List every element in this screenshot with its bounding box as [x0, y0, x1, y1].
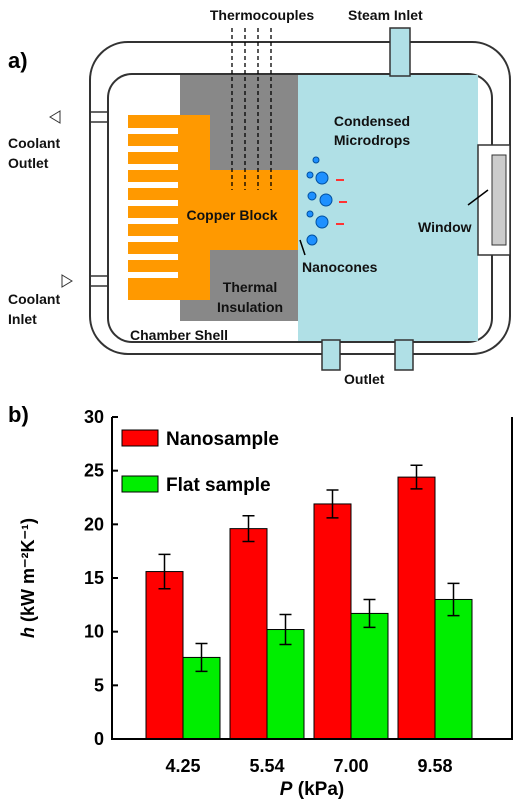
error-bar: [447, 582, 460, 617]
thermocouples: [231, 28, 272, 190]
drop-arrows: [336, 179, 347, 225]
x-axis-label: P (kPa): [280, 779, 344, 800]
steam-region: [298, 75, 478, 341]
bar: [313, 503, 352, 740]
copper-block: [128, 115, 298, 300]
y-axis-unit: (kW m⁻²K⁻¹): [18, 518, 38, 622]
label: Thermal: [223, 279, 277, 295]
y-tick-label: 0: [94, 729, 104, 749]
axes: [111, 417, 513, 740]
label: Steam Inlet: [348, 7, 423, 23]
bar: [434, 598, 473, 740]
outlet-pipe: [394, 339, 414, 371]
label: Condensed: [334, 113, 410, 129]
label: Chamber Shell: [130, 327, 228, 343]
bar: [145, 571, 184, 740]
label: Window: [418, 219, 472, 235]
legend-label: Flat sample: [166, 475, 271, 496]
legend-label: Nanosample: [166, 429, 279, 450]
label: Insulation: [217, 299, 283, 315]
legend-swatch: [121, 429, 159, 447]
microdrops: [306, 156, 333, 246]
y-tick-label: 20: [84, 514, 104, 534]
label: Thermocouples: [210, 7, 314, 23]
coolant-pipes: [90, 111, 108, 287]
pointer: [299, 239, 306, 256]
outlet-pipe: [321, 339, 341, 371]
y-tick-label: 10: [84, 622, 104, 642]
y-tick-label: 15: [84, 568, 104, 588]
error-bar: [279, 613, 292, 646]
arrow: [61, 274, 73, 288]
x-tick-label: 9.58: [417, 756, 452, 776]
panel-label: a): [8, 48, 28, 73]
diagram: a) Thermocouples Steam Inlet Condensed M…: [8, 7, 511, 387]
fins: [128, 128, 178, 278]
label: Coolant: [8, 291, 60, 307]
y-tick-label: 25: [84, 461, 104, 481]
window: [491, 154, 507, 246]
arrow: [49, 110, 61, 124]
bar: [266, 629, 305, 740]
x-tick-label: 5.54: [249, 756, 284, 776]
y-tick-label: 30: [84, 407, 104, 427]
error-bar: [410, 464, 423, 490]
label: Copper Block: [186, 207, 277, 223]
error-bar: [195, 642, 208, 673]
x-axis-symbol: P: [280, 779, 293, 800]
x-tick-label: 4.25: [165, 756, 200, 776]
y-axis-label: h (kW m⁻²K⁻¹): [18, 518, 38, 638]
error-bar: [363, 598, 376, 629]
label: Microdrops: [334, 132, 410, 148]
label: Nanocones: [302, 259, 378, 275]
steam-pipe: [389, 27, 411, 77]
panel-label: b): [8, 402, 29, 427]
label: Coolant: [8, 135, 60, 151]
error-bar: [158, 553, 171, 590]
error-bar: [326, 489, 339, 519]
x-axis-unit: (kPa): [298, 779, 344, 800]
legend-swatch: [121, 475, 159, 493]
label: Inlet: [8, 311, 37, 327]
error-bar: [242, 514, 255, 543]
y-tick-label: 5: [94, 675, 104, 695]
label: Outlet: [344, 371, 385, 387]
x-tick-label: 7.00: [333, 756, 368, 776]
y-axis-symbol: h: [18, 627, 38, 638]
bar: [229, 528, 268, 740]
pointer: [467, 189, 489, 206]
label: Outlet: [8, 155, 49, 171]
bar: [397, 476, 436, 740]
bar: [350, 612, 389, 740]
